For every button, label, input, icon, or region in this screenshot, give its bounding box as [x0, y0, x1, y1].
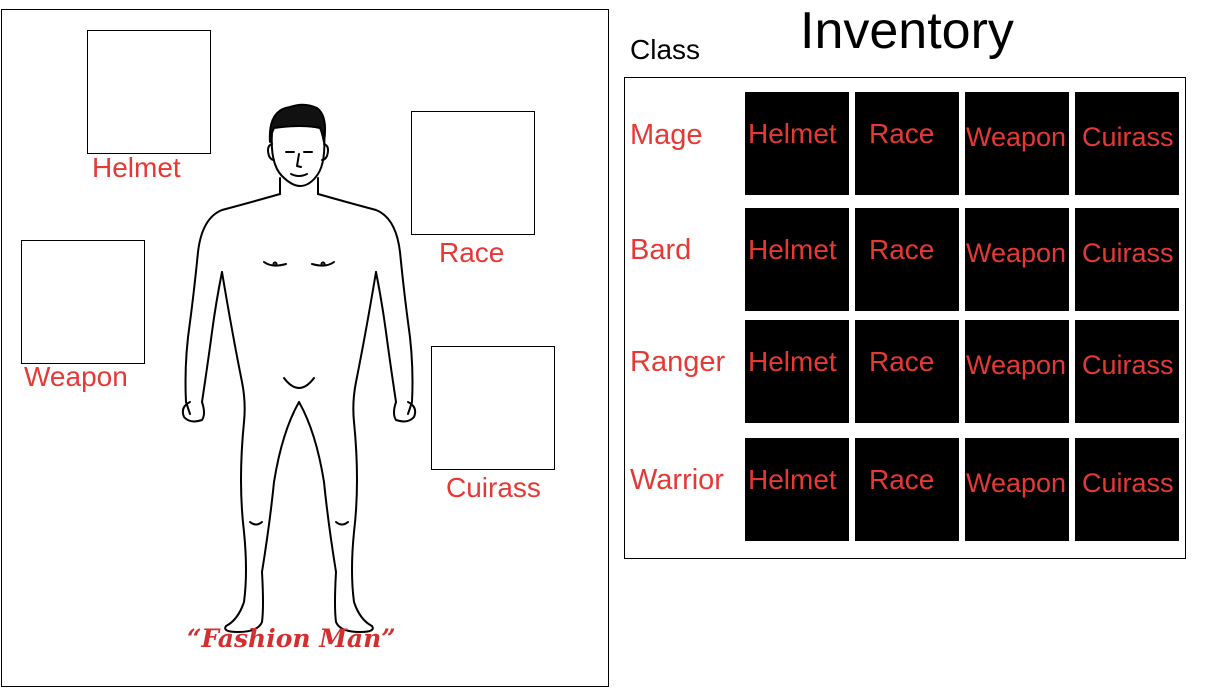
race-slot[interactable] — [411, 111, 535, 235]
inventory-cell-ranger-weapon[interactable]: Weapon — [965, 320, 1069, 423]
race-slot-label: Race — [439, 237, 505, 268]
helmet-slot[interactable] — [87, 30, 211, 154]
cell-label: Helmet — [748, 346, 837, 377]
inventory-cell-warrior-weapon[interactable]: Weapon — [965, 438, 1069, 541]
cuirass-slot[interactable] — [431, 346, 555, 470]
inventory-cell-ranger-cuirass[interactable]: Cuirass — [1075, 320, 1179, 423]
figure-caption: “Fashion Man” — [187, 624, 396, 653]
human-figure-icon — [181, 103, 417, 633]
cell-label: Cuirass — [1082, 122, 1174, 152]
cell-label: Helmet — [748, 118, 837, 149]
inventory-cell-bard-weapon[interactable]: Weapon — [965, 208, 1069, 311]
class-label-warrior: Warrior — [630, 464, 724, 496]
inventory-cell-mage-race[interactable]: Race — [855, 92, 959, 195]
cell-label: Weapon — [966, 122, 1067, 152]
inventory-title: Inventory — [800, 2, 1014, 60]
inventory-cell-bard-cuirass[interactable]: Cuirass — [1075, 208, 1179, 311]
cell-label: Weapon — [966, 468, 1067, 498]
cell-label: Race — [869, 118, 935, 149]
helmet-slot-label: Helmet — [92, 152, 181, 183]
cell-label: Race — [869, 346, 935, 377]
cell-label: Race — [869, 234, 935, 265]
cell-label: Weapon — [966, 238, 1067, 268]
cell-label: Cuirass — [1082, 238, 1174, 268]
inventory-cell-mage-cuirass[interactable]: Cuirass — [1075, 92, 1179, 195]
inventory-cell-ranger-race[interactable]: Race — [855, 320, 959, 423]
class-heading: Class — [630, 34, 701, 65]
inventory-cell-mage-helmet[interactable]: Helmet — [745, 92, 849, 195]
inventory-cell-warrior-helmet[interactable]: Helmet — [745, 438, 849, 541]
class-label-ranger: Ranger — [630, 346, 726, 378]
class-label-bard: Bard — [630, 234, 692, 266]
cell-label: Weapon — [966, 350, 1067, 380]
inventory-cell-ranger-helmet[interactable]: Helmet — [745, 320, 849, 423]
inventory-cell-warrior-race[interactable]: Race — [855, 438, 959, 541]
cell-label: Race — [869, 464, 935, 495]
weapon-slot[interactable] — [21, 240, 145, 364]
cell-label: Helmet — [748, 234, 837, 265]
cell-label: Cuirass — [1082, 468, 1174, 498]
cuirass-slot-label: Cuirass — [446, 472, 541, 503]
cell-label: Cuirass — [1082, 350, 1174, 380]
character-panel: Helmet Race Weapon Cuirass — [1, 9, 609, 687]
weapon-slot-label: Weapon — [24, 361, 128, 392]
inventory-cell-warrior-cuirass[interactable]: Cuirass — [1075, 438, 1179, 541]
inventory-cell-mage-weapon[interactable]: Weapon — [965, 92, 1069, 195]
inventory-cell-bard-helmet[interactable]: Helmet — [745, 208, 849, 311]
inventory-cell-bard-race[interactable]: Race — [855, 208, 959, 311]
class-label-mage: Mage — [630, 119, 703, 151]
cell-label: Helmet — [748, 464, 837, 495]
